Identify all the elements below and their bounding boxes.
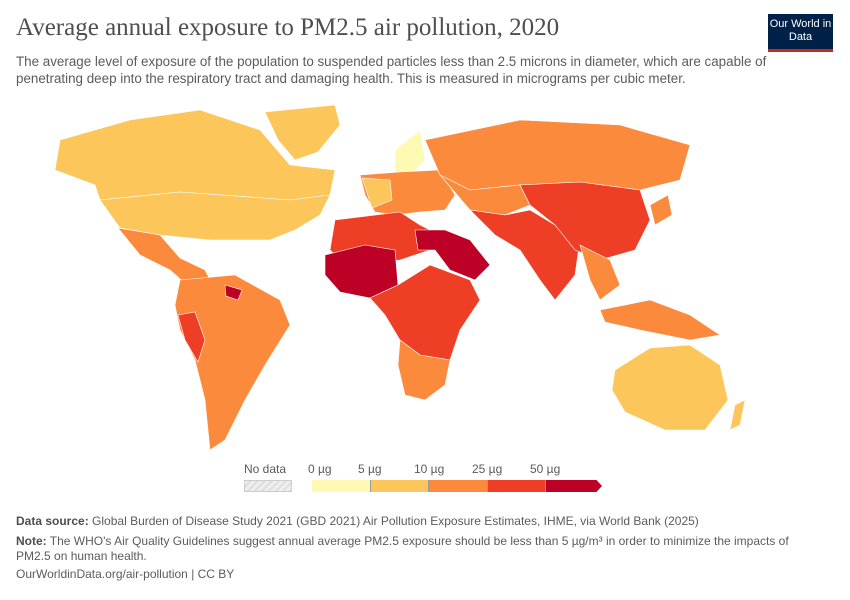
note-label: Note: <box>16 534 47 548</box>
legend-tick: 50 µg <box>530 462 561 476</box>
region-scandinavia[interactable] <box>394 129 426 179</box>
region-middle-east-south-asia[interactable] <box>469 209 581 301</box>
source-text: Global Burden of Disease Study 2021 (GBD… <box>92 514 699 528</box>
url-link[interactable]: OurWorldinData.org/air-pollution | CC BY <box>16 567 235 581</box>
region-russia[interactable] <box>424 119 691 191</box>
region-egypt-arabia[interactable] <box>414 229 491 281</box>
region-japan-korea[interactable] <box>649 194 673 226</box>
region-southern-africa[interactable] <box>397 339 451 401</box>
legend-tick: 0 µg <box>308 462 332 476</box>
region-southeast-asia[interactable] <box>579 244 721 341</box>
legend-tick: 25 µg <box>472 462 503 476</box>
region-western-europe[interactable] <box>361 177 393 209</box>
source-label: Data source: <box>16 514 89 528</box>
region-south-america[interactable] <box>174 274 291 450</box>
region-greenland[interactable] <box>264 104 341 161</box>
chart-title: Average annual exposure to PM2.5 air pol… <box>16 14 560 41</box>
legend-bin[interactable] <box>546 480 602 492</box>
region-china[interactable] <box>519 181 651 261</box>
legend-bin[interactable] <box>312 480 371 492</box>
legend-no-data-label: No data <box>244 462 287 476</box>
footer: Data source: Global Burden of Disease St… <box>16 514 816 582</box>
region-guianas[interactable] <box>224 284 243 301</box>
world-map[interactable] <box>0 100 850 450</box>
legend-no-data-swatch <box>244 480 292 492</box>
note-text: The WHO's Air Quality Guidelines suggest… <box>16 534 789 563</box>
chart-subtitle: The average level of exposure of the pop… <box>16 54 767 86</box>
region-central-east-africa[interactable] <box>369 264 481 361</box>
region-peru[interactable] <box>177 311 206 363</box>
legend-tick: 10 µg <box>414 462 445 476</box>
owid-logo[interactable]: Our World in Data <box>768 14 833 52</box>
legend-tick: 5 µg <box>358 462 382 476</box>
region-new-zealand[interactable] <box>729 399 746 431</box>
region-australia[interactable] <box>611 344 729 431</box>
legend-bin[interactable] <box>487 480 546 492</box>
legend-bin[interactable] <box>370 480 429 492</box>
legend-bin[interactable] <box>429 480 488 492</box>
